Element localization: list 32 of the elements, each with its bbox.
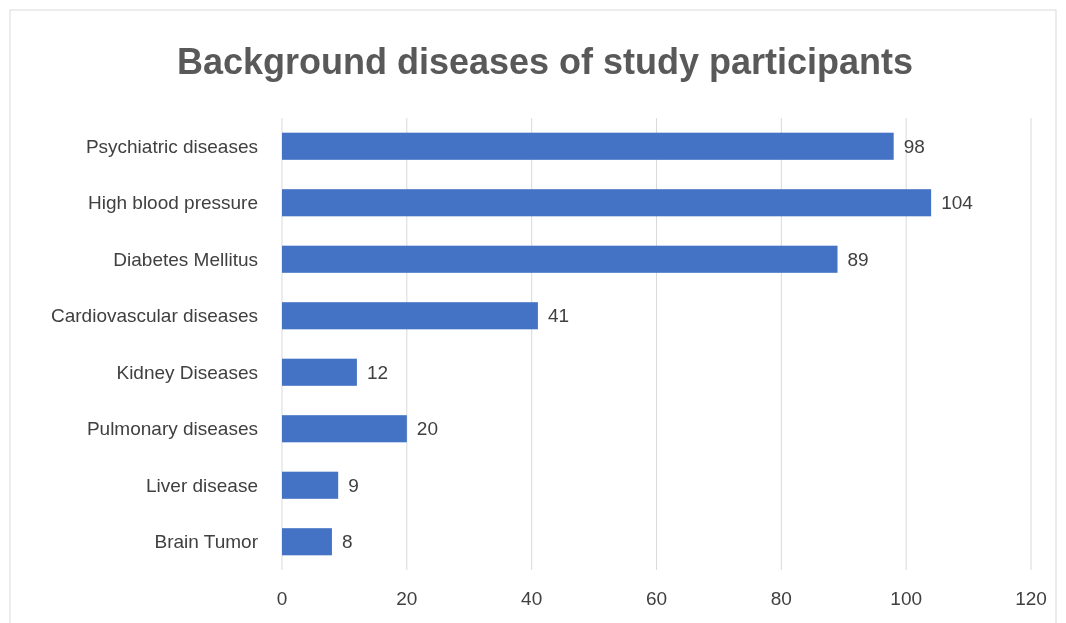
- y-tick-label: High blood pressure: [87, 192, 258, 214]
- x-tick-label: 80: [770, 588, 792, 609]
- y-tick-label: Kidney Diseases: [116, 361, 258, 383]
- data-label: 9: [348, 474, 359, 496]
- chart-title: Background diseases of study participants: [176, 41, 914, 82]
- x-tick-label: 100: [890, 588, 923, 609]
- y-tick-label: Brain Tumor: [154, 531, 259, 553]
- bar: [282, 358, 357, 386]
- y-tick-label: Psychiatric diseases: [85, 135, 258, 157]
- bar: [282, 415, 407, 443]
- y-tick-label: Diabetes Mellitus: [113, 248, 258, 270]
- bar: [282, 245, 838, 273]
- bar: [282, 528, 332, 556]
- data-label: 20: [416, 418, 438, 440]
- y-tick-label: Pulmonary diseases: [86, 418, 258, 440]
- bar: [282, 302, 538, 330]
- x-tick-label: 20: [396, 588, 418, 609]
- bar: [282, 132, 894, 160]
- bar: [282, 189, 932, 217]
- data-label: 12: [366, 361, 389, 383]
- data-label: 89: [847, 248, 869, 270]
- x-tick-label: 40: [521, 588, 543, 609]
- data-label: 8: [341, 531, 353, 553]
- x-tick-label: 0: [276, 588, 288, 609]
- y-tick-label: Cardiovascular diseases: [51, 305, 258, 327]
- y-tick-label: Liver disease: [146, 474, 258, 496]
- bar: [282, 471, 339, 499]
- data-label: 104: [941, 192, 974, 214]
- x-tick-label: 60: [645, 588, 668, 609]
- x-tick-label: 120: [1015, 588, 1047, 609]
- data-label: 98: [903, 135, 925, 157]
- data-label: 41: [547, 305, 570, 327]
